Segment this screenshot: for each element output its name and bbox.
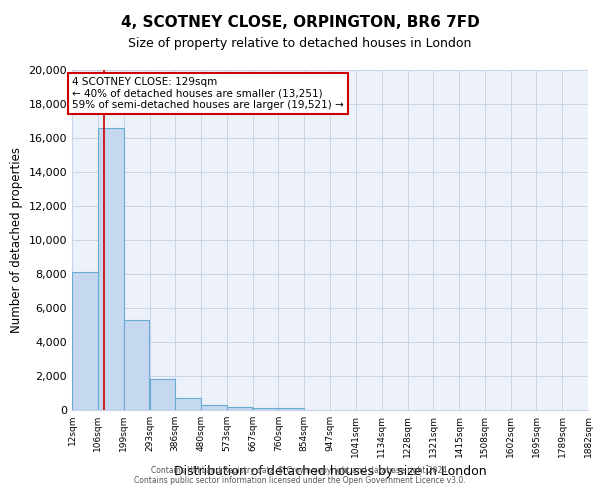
Y-axis label: Number of detached properties: Number of detached properties <box>10 147 23 333</box>
Bar <box>227 406 253 410</box>
Bar <box>201 405 227 410</box>
Text: 4 SCOTNEY CLOSE: 129sqm
← 40% of detached houses are smaller (13,251)
59% of sem: 4 SCOTNEY CLOSE: 129sqm ← 40% of detache… <box>72 77 344 110</box>
X-axis label: Distribution of detached houses by size in London: Distribution of detached houses by size … <box>173 466 487 478</box>
Bar <box>253 408 278 410</box>
Bar <box>98 128 124 410</box>
Text: Contains HM Land Registry data © Crown copyright and database right 2024.
Contai: Contains HM Land Registry data © Crown c… <box>134 466 466 485</box>
Bar <box>278 408 304 410</box>
Text: 4, SCOTNEY CLOSE, ORPINGTON, BR6 7FD: 4, SCOTNEY CLOSE, ORPINGTON, BR6 7FD <box>121 15 479 30</box>
Text: Size of property relative to detached houses in London: Size of property relative to detached ho… <box>128 38 472 51</box>
Bar <box>72 272 98 410</box>
Bar <box>175 398 201 410</box>
Bar <box>149 380 175 410</box>
Bar <box>124 320 149 410</box>
